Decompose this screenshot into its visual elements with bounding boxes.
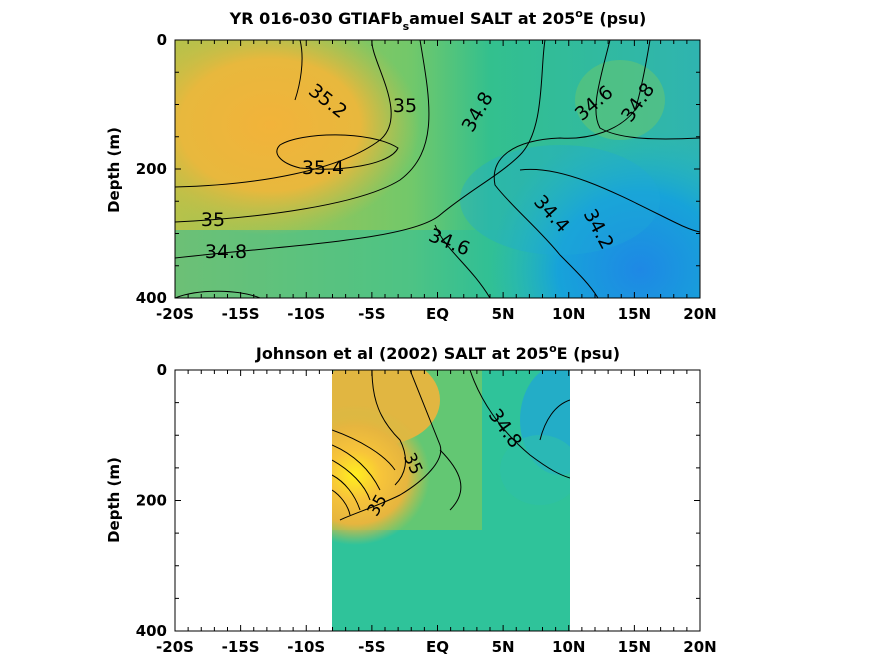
panel1-field xyxy=(175,40,700,298)
x-tick-label: EQ xyxy=(426,638,449,656)
x-tick-label: -10S xyxy=(287,305,325,323)
x-tick-label: 10N xyxy=(552,305,585,323)
panel2-ylabel: Depth (m) xyxy=(105,457,123,543)
y-tick-label: 400 xyxy=(136,622,167,640)
x-tick-label: 20N xyxy=(683,638,716,656)
x-tick-label: 5N xyxy=(492,638,515,656)
contour-label: 35 xyxy=(201,209,225,231)
y-tick-label: 400 xyxy=(136,289,167,307)
y-tick-label: 0 xyxy=(157,361,167,379)
x-tick-label: -10S xyxy=(287,638,325,656)
x-tick-label: EQ xyxy=(426,305,449,323)
x-tick-label: -20S xyxy=(156,638,194,656)
x-tick-label: 5N xyxy=(492,305,515,323)
x-tick-label: 10N xyxy=(552,638,585,656)
x-tick-label: -5S xyxy=(358,638,385,656)
x-tick-label: 15N xyxy=(618,638,651,656)
panel1-title: YR 016-030 GTIAFbsamuel SALT at 205oE (p… xyxy=(229,7,647,33)
panel1-ticks: -20S -15S -10S -5S EQ 5N 10N 15N 20N 0 200 400 xyxy=(136,31,717,323)
y-tick-label: 200 xyxy=(136,492,167,510)
panel2-field xyxy=(332,370,570,631)
x-tick-label: -15S xyxy=(222,305,260,323)
panel2-ticks: -20S -15S -10S -5S EQ 5N 10N 15N 20N 0 200 400 xyxy=(136,361,717,656)
panel1-ylabel: Depth (m) xyxy=(105,127,123,213)
contour-label: 35.4 xyxy=(302,157,344,179)
x-tick-label: -5S xyxy=(358,305,385,323)
contour-label: 35 xyxy=(393,95,417,117)
y-tick-label: 0 xyxy=(157,31,167,49)
x-tick-label: -20S xyxy=(156,305,194,323)
x-tick-label: 15N xyxy=(618,305,651,323)
contour-label: 34.8 xyxy=(205,241,247,263)
x-tick-label: 20N xyxy=(683,305,716,323)
x-tick-label: -15S xyxy=(222,638,260,656)
panel2-title: Johnson et al (2002) SALT at 205oE (psu) xyxy=(255,342,620,363)
y-tick-label: 200 xyxy=(136,160,167,178)
